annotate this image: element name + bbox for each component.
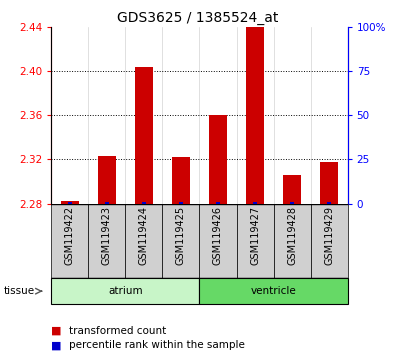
Bar — [135, 68, 153, 204]
Bar — [172, 157, 190, 204]
Bar — [68, 202, 72, 204]
Text: ventricle: ventricle — [251, 286, 296, 296]
Bar — [209, 115, 227, 204]
Bar — [88, 204, 126, 278]
Bar — [51, 204, 88, 278]
Bar — [51, 278, 199, 304]
Text: GSM119426: GSM119426 — [213, 206, 223, 265]
Bar — [283, 175, 301, 204]
Bar — [216, 202, 220, 204]
Text: percentile rank within the sample: percentile rank within the sample — [69, 340, 245, 350]
Bar — [105, 202, 109, 204]
Bar — [237, 204, 274, 278]
Bar — [142, 202, 146, 204]
Bar — [126, 204, 162, 278]
Bar — [310, 204, 348, 278]
Bar — [98, 156, 116, 204]
Bar — [179, 202, 183, 204]
Text: GDS3625 / 1385524_at: GDS3625 / 1385524_at — [117, 11, 278, 25]
Bar — [320, 161, 339, 204]
Text: transformed count: transformed count — [69, 326, 166, 336]
Text: GSM119429: GSM119429 — [324, 206, 334, 265]
Text: GSM119422: GSM119422 — [65, 206, 75, 265]
Text: atrium: atrium — [108, 286, 143, 296]
Text: GSM119425: GSM119425 — [176, 206, 186, 265]
Text: GSM119424: GSM119424 — [139, 206, 149, 265]
Text: ■: ■ — [51, 340, 62, 350]
Bar — [199, 204, 237, 278]
Text: GSM119423: GSM119423 — [102, 206, 112, 265]
Text: ■: ■ — [51, 326, 62, 336]
Bar — [246, 27, 264, 204]
Bar — [290, 202, 294, 204]
Text: GSM119427: GSM119427 — [250, 206, 260, 265]
Bar — [327, 202, 331, 204]
Bar — [253, 202, 257, 204]
Text: tissue: tissue — [4, 286, 35, 296]
Text: GSM119428: GSM119428 — [287, 206, 297, 265]
Bar — [60, 201, 79, 204]
Bar — [162, 204, 199, 278]
Bar — [199, 278, 348, 304]
Bar — [274, 204, 310, 278]
